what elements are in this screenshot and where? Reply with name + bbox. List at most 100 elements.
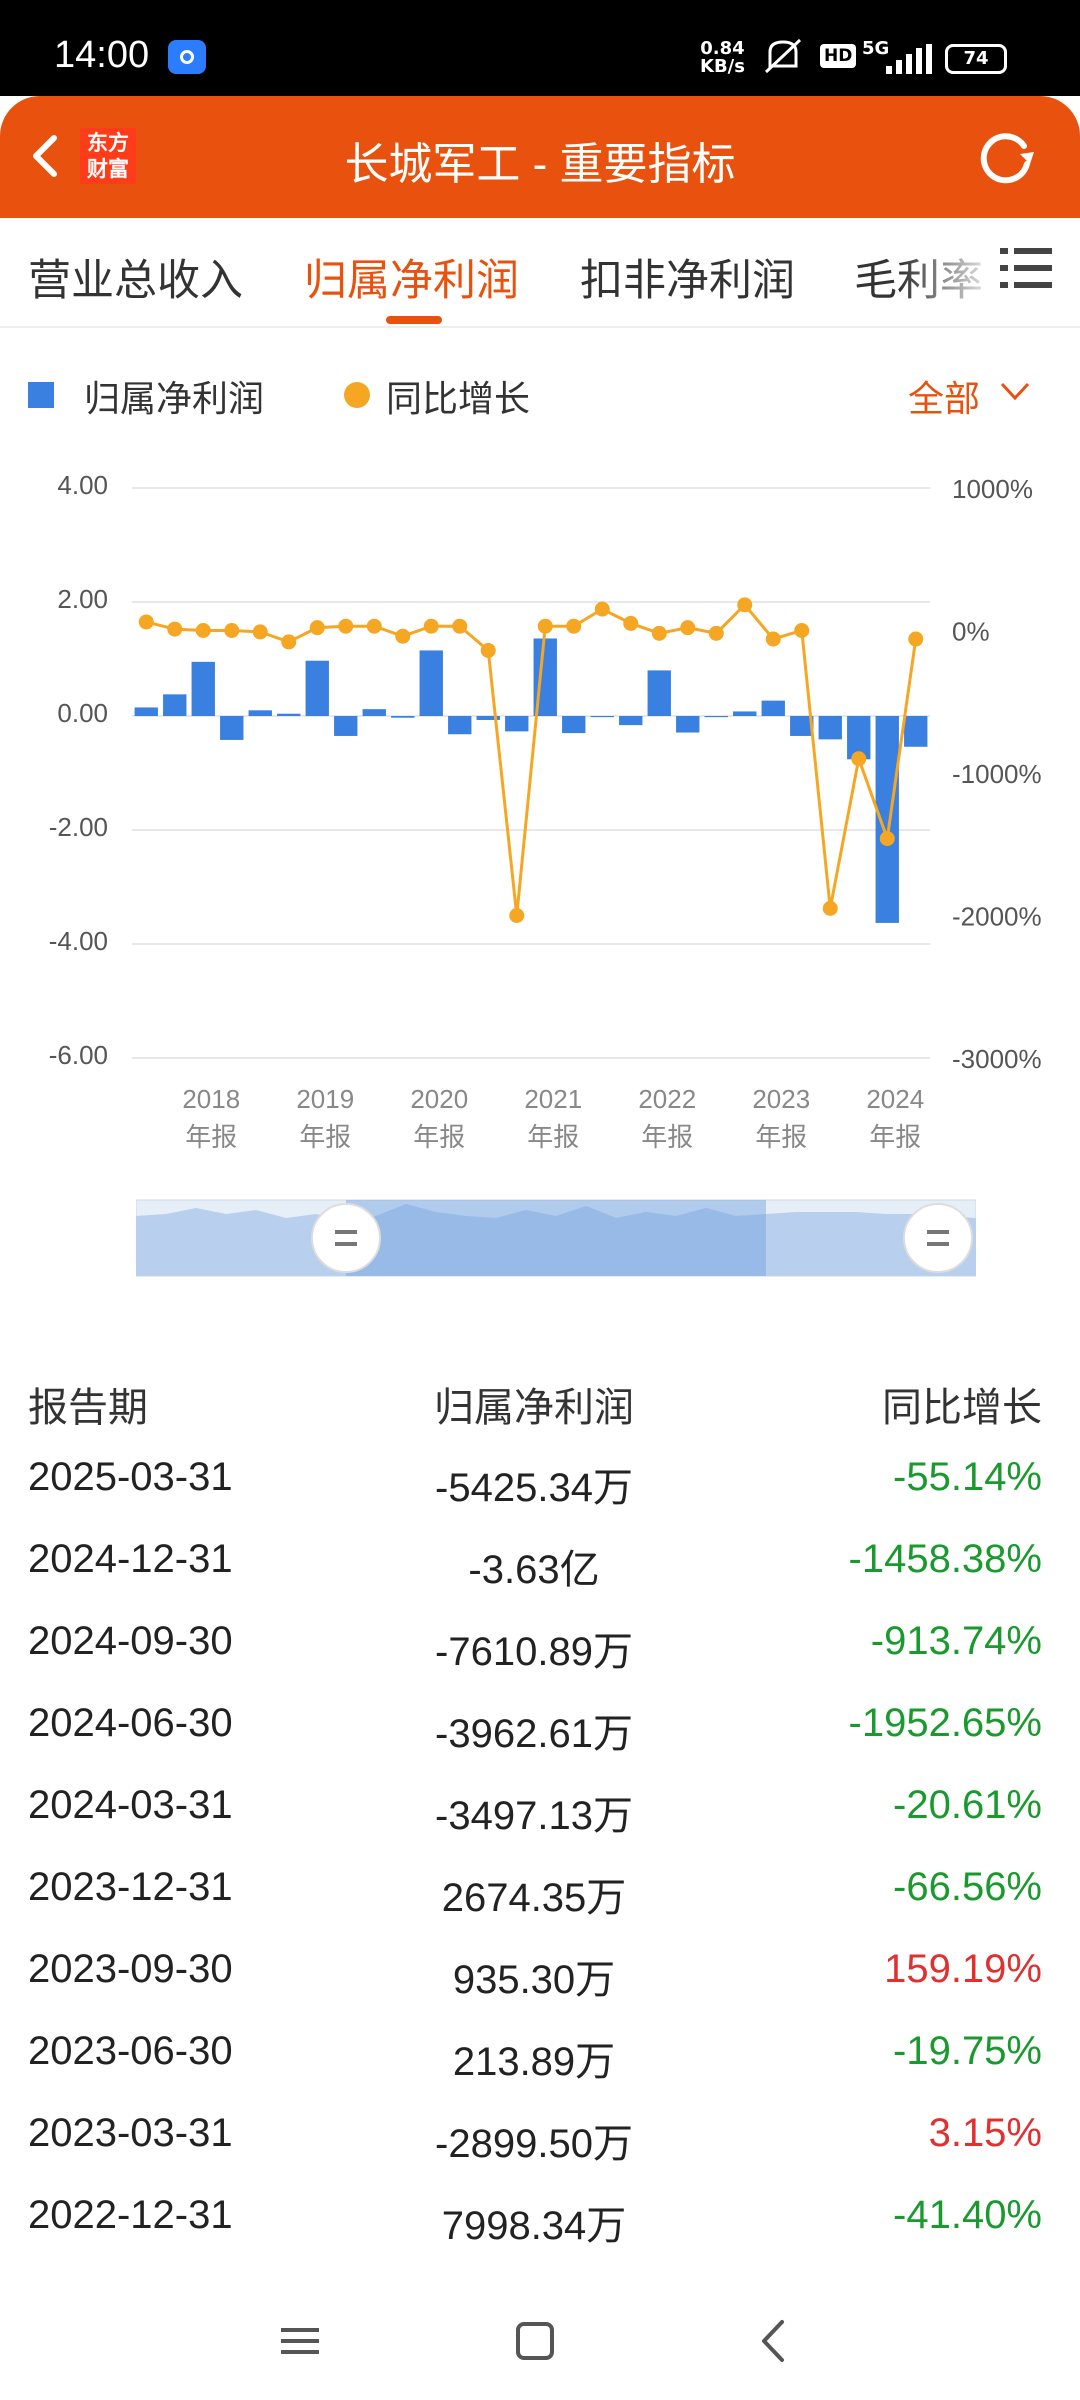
chevron-left-icon[interactable] bbox=[16, 126, 76, 186]
profit-bar bbox=[761, 700, 785, 716]
table-row[interactable]: 2022-12-31 7998.34万 -41.40% bbox=[0, 2193, 1080, 2275]
table-row[interactable]: 2023-12-31 2674.35万 -66.56% bbox=[0, 1865, 1080, 1947]
table-row[interactable]: 2024-03-31 -3497.13万 -20.61% bbox=[0, 1783, 1080, 1865]
x-axis-period: 年报 bbox=[299, 1122, 351, 1152]
profit-bar bbox=[134, 707, 158, 716]
profit-bar bbox=[305, 660, 329, 716]
list-menu-icon[interactable] bbox=[996, 240, 1056, 296]
growth-point bbox=[623, 615, 639, 631]
profit-bar bbox=[704, 716, 728, 718]
table-row[interactable]: 2023-09-30 935.30万 159.19% bbox=[0, 1947, 1080, 2029]
profit-bar bbox=[191, 661, 215, 716]
profit-bar bbox=[476, 716, 500, 720]
menu-icon[interactable] bbox=[265, 2306, 335, 2376]
table-row[interactable]: 2023-06-30 213.89万 -19.75% bbox=[0, 2029, 1080, 2111]
refresh-icon[interactable] bbox=[972, 124, 1038, 190]
indicator-tabs: 营业总收入 归属净利润 扣非净利润 毛利率 bbox=[0, 218, 1080, 328]
table-row[interactable]: 2023-03-31 -2899.50万 3.15% bbox=[0, 2111, 1080, 2193]
growth-point bbox=[281, 634, 297, 650]
table-row[interactable]: 2024-06-30 -3962.61万 -1952.65% bbox=[0, 1701, 1080, 1783]
chevron-down-icon[interactable] bbox=[998, 378, 1032, 404]
report-date: 2023-03-31 bbox=[28, 2111, 233, 2155]
growth-point bbox=[680, 620, 696, 636]
battery-indicator: 74 bbox=[945, 44, 1007, 74]
profit-bar bbox=[562, 716, 586, 734]
app-header: 东方 财富 长城军工 - 重要指标 bbox=[0, 96, 1080, 218]
growth-point bbox=[765, 631, 781, 647]
x-axis-year: 2024 bbox=[866, 1084, 924, 1114]
x-axis-period: 年报 bbox=[413, 1122, 465, 1152]
table-row[interactable]: 2025-03-31 -5425.34万 -55.14% bbox=[0, 1455, 1080, 1537]
report-date: 2025-03-31 bbox=[28, 1455, 233, 1499]
growth-point bbox=[879, 831, 895, 847]
profit-bar bbox=[904, 716, 928, 747]
growth-point bbox=[395, 628, 411, 644]
profit-bar bbox=[590, 716, 614, 718]
legend-line-swatch bbox=[344, 382, 370, 408]
net-profit-value: -5425.34万 bbox=[435, 1466, 633, 1510]
y-axis-left-tick: -4.00 bbox=[49, 926, 108, 956]
tab-deducted-net-profit[interactable]: 扣非净利润 bbox=[580, 256, 795, 306]
x-axis-year: 2023 bbox=[752, 1084, 810, 1114]
net-profit-value: -2899.50万 bbox=[435, 2122, 633, 2166]
profit-bar bbox=[448, 716, 472, 735]
profit-bar bbox=[790, 716, 814, 736]
legend-line-label: 同比增长 bbox=[386, 379, 531, 420]
table-row[interactable]: 2024-12-31 -3.63亿 -1458.38% bbox=[0, 1537, 1080, 1619]
hd-badge: HD bbox=[820, 44, 857, 68]
report-date: 2024-03-31 bbox=[28, 1783, 233, 1827]
yoy-growth-value: -66.56% bbox=[893, 1865, 1042, 1909]
range-slider[interactable] bbox=[136, 1196, 976, 1280]
net-profit-value: 7998.34万 bbox=[441, 2204, 627, 2248]
y-axis-left-tick: -6.00 bbox=[49, 1040, 108, 1070]
profit-bar bbox=[391, 716, 415, 718]
growth-point bbox=[537, 618, 553, 634]
yoy-growth-value: -41.40% bbox=[893, 2193, 1042, 2237]
period-filter[interactable]: 全部 bbox=[908, 379, 981, 420]
back-icon[interactable] bbox=[738, 2306, 808, 2376]
growth-point bbox=[566, 618, 582, 634]
page-title: 长城军工 - 重要指标 bbox=[344, 140, 736, 189]
net-profit-value: 213.89万 bbox=[452, 2040, 616, 2084]
growth-point bbox=[338, 618, 354, 634]
home-icon[interactable] bbox=[500, 2306, 570, 2376]
status-bar: 14:00 0.84 KB/s HD 5G 74 bbox=[0, 0, 1080, 96]
x-axis-year: 2020 bbox=[410, 1084, 468, 1114]
profit-bar bbox=[362, 709, 386, 716]
app-notification-icon bbox=[168, 40, 206, 74]
x-axis-period: 年报 bbox=[755, 1122, 807, 1152]
growth-point bbox=[594, 601, 610, 617]
report-date: 2024-06-30 bbox=[28, 1701, 233, 1745]
y-axis-right-tick: -2000% bbox=[952, 902, 1042, 932]
y-axis-right-tick: -1000% bbox=[952, 759, 1042, 789]
profit-bar bbox=[248, 710, 272, 716]
growth-point bbox=[651, 625, 667, 641]
y-axis-left-tick: 2.00 bbox=[57, 584, 108, 614]
mute-icon bbox=[764, 38, 802, 74]
range-handle-left[interactable] bbox=[311, 1203, 381, 1273]
table-row[interactable]: 2024-09-30 -7610.89万 -913.74% bbox=[0, 1619, 1080, 1701]
legend-bar-swatch bbox=[28, 382, 54, 408]
x-axis-period: 年报 bbox=[527, 1122, 579, 1152]
report-date: 2023-06-30 bbox=[28, 2029, 233, 2073]
active-tab-indicator bbox=[386, 316, 442, 324]
growth-point bbox=[822, 900, 838, 916]
profit-bar bbox=[505, 716, 529, 732]
yoy-growth-value: -913.74% bbox=[870, 1619, 1042, 1663]
tab-revenue[interactable]: 营业总收入 bbox=[28, 256, 243, 306]
growth-point bbox=[480, 642, 496, 658]
profit-bar bbox=[676, 716, 700, 733]
profit-bar bbox=[847, 716, 871, 760]
yoy-growth-value: -20.61% bbox=[893, 1783, 1042, 1827]
legend-bar-label: 归属净利润 bbox=[84, 379, 265, 420]
tab-net-profit[interactable]: 归属净利润 bbox=[304, 256, 519, 306]
growth-point bbox=[509, 908, 525, 923]
yoy-growth-value: 3.15% bbox=[928, 2111, 1042, 2155]
net-profit-value: -3497.13万 bbox=[435, 1794, 633, 1838]
range-handle-right[interactable] bbox=[903, 1203, 973, 1273]
profit-bar bbox=[733, 711, 757, 716]
growth-point bbox=[708, 625, 724, 641]
net-profit-value: -3962.61万 bbox=[435, 1712, 633, 1756]
y-axis-left-tick: 0.00 bbox=[57, 698, 108, 728]
report-date: 2022-12-31 bbox=[28, 2193, 233, 2237]
